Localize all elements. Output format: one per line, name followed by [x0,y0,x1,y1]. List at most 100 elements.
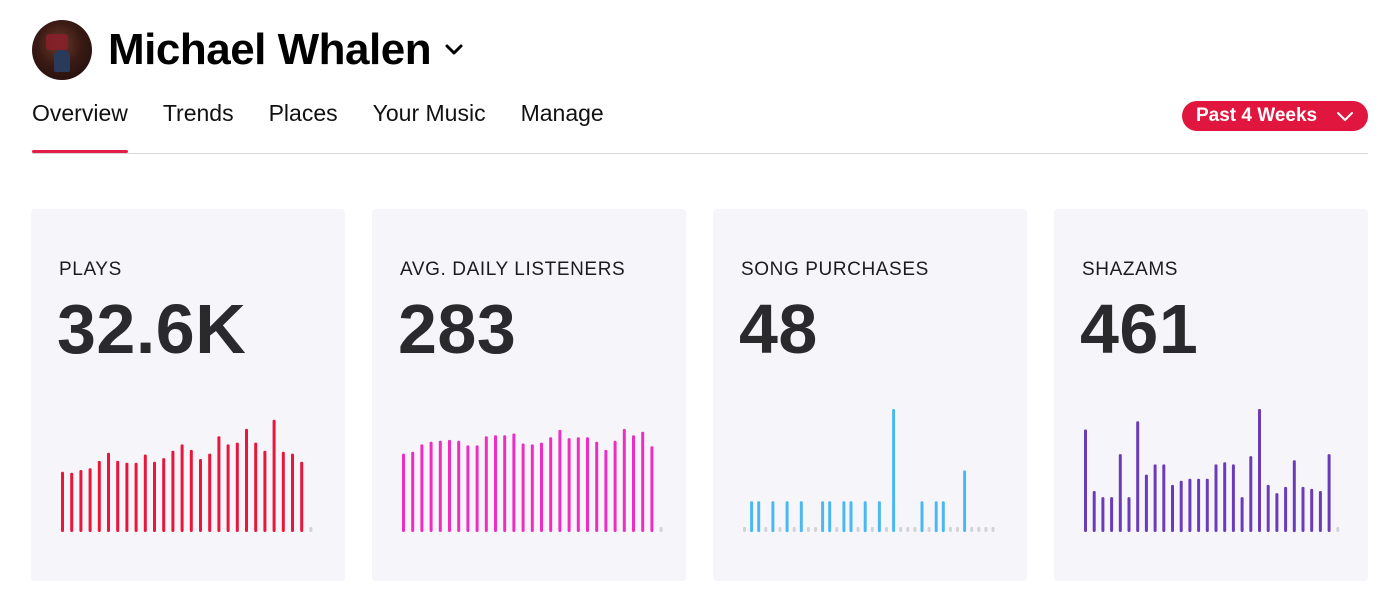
artist-name[interactable]: Michael Whalen [108,25,432,74]
chart-bar [771,501,775,533]
tab-trends[interactable]: Trends [162,100,234,126]
metric-value: 48 [739,290,818,368]
chart-bar [143,454,147,532]
chart-bar [863,501,867,533]
chart-bar [877,501,881,533]
chart-bar [1336,527,1340,532]
chart-bar [1266,484,1270,532]
tab-your-music[interactable]: Your Music [372,100,486,126]
chart-bar [899,527,903,532]
chart-bar [61,471,64,532]
chart-bar [521,443,525,532]
chart-bar [743,527,746,532]
chart-bar [1223,462,1227,532]
tabs-divider [32,153,1368,154]
chart-bar [856,527,860,532]
chart-bar [475,445,479,532]
chart-bar [530,444,534,532]
avatar[interactable] [32,20,92,80]
metric-card-plays[interactable]: PLAYS 32.6K [31,209,345,581]
chart-bar [892,409,896,532]
chart-bar [540,442,543,532]
chart-bar [125,462,129,532]
chart-bar [1258,409,1261,532]
chart-bar [934,501,938,533]
tab-places[interactable]: Places [268,100,338,126]
chart-bar [1249,456,1253,532]
metric-value: 461 [1080,290,1199,368]
metric-label: SONG PURCHASES [741,259,929,280]
chart-bar [484,436,488,532]
chart-bar [1284,486,1288,532]
chart-bar [1275,493,1279,532]
chart-bar [263,450,267,532]
nav-tabs: Overview Trends Places Your Music Manage [32,96,639,154]
chart-bar [512,433,516,532]
chart-bar [1092,491,1096,532]
chart-bar [835,527,839,532]
chart-bar [1171,484,1174,532]
chart-bar [941,501,945,533]
chart-bar [281,451,285,532]
chart-bar [503,435,507,532]
chart-bar [79,470,83,532]
chart-bar [226,444,230,532]
metric-card-shazams[interactable]: SHAZAMS 461 [1054,209,1368,581]
chart-bar [1136,421,1140,532]
chart-bar [906,527,910,532]
chart-bar [466,445,470,532]
chart-bar [97,460,101,532]
avg-daily-listeners-bar-chart [402,428,663,532]
tab-overview[interactable]: Overview [32,96,128,154]
chart-bar [1188,478,1192,532]
chart-bar [806,527,810,532]
chart-bar [171,450,175,532]
metric-label: AVG. DAILY LISTENERS [400,259,626,280]
chart-bar [632,435,635,532]
chart-bar [984,527,988,532]
chart-bar [650,446,654,532]
tab-manage[interactable]: Manage [520,100,604,126]
chart-bar [420,444,424,532]
chevron-down-icon [1336,108,1354,124]
chart-bar [842,501,846,533]
chart-bar [828,501,832,533]
chart-bar [309,527,313,532]
chevron-down-icon[interactable] [443,39,465,61]
chart-bar [977,527,981,532]
chart-bar [180,444,184,532]
chart-bar [1318,491,1322,532]
chart-bar [970,527,974,532]
chart-bar [1231,464,1235,532]
chart-bar [948,527,952,532]
chart-bar [1084,429,1087,532]
chart-bar [764,527,768,532]
chart-bar [757,501,761,533]
chart-bar [291,453,294,532]
chart-bar [107,452,110,532]
chart-bar [927,527,931,532]
chart-bar [429,441,433,532]
chart-bar [457,440,461,532]
metric-card-avg-daily-listeners[interactable]: AVG. DAILY LISTENERS 283 [372,209,686,581]
period-selector-button[interactable]: Past 4 Weeks [1182,101,1368,131]
chart-bar [799,501,803,533]
chart-bar [963,470,967,532]
chart-bar [1310,488,1314,532]
chart-bar [134,462,138,532]
shazams-bar-chart [1084,409,1340,533]
metric-card-song-purchases[interactable]: SONG PURCHASES 48 [713,209,1027,581]
chart-bar [576,437,580,532]
chart-bar [217,436,221,532]
chart-bar [162,458,166,532]
chart-bar [849,501,853,533]
chart-bar [1144,474,1148,532]
chart-bar [778,527,782,532]
metric-label: SHAZAMS [1082,259,1179,280]
chart-bar [870,527,874,532]
chart-bar [1110,497,1114,532]
chart-bar [300,461,304,532]
chart-bar [254,442,258,532]
chart-bar [1153,464,1157,532]
chart-bar [272,419,276,532]
